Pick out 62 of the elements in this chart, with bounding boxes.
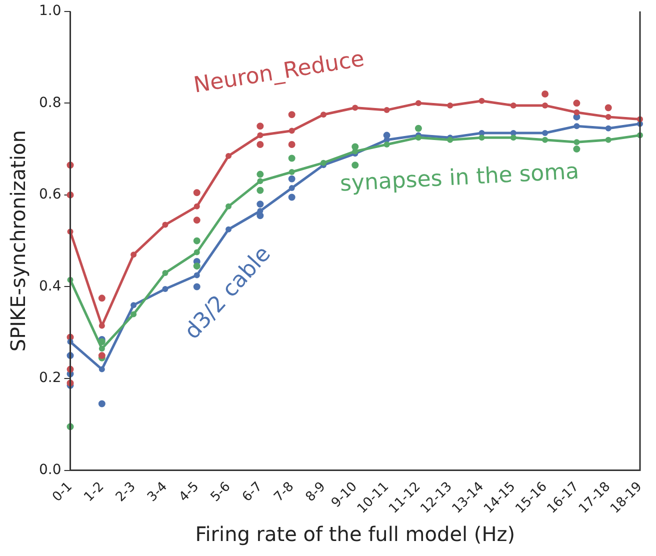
- point: [384, 107, 390, 114]
- point: [605, 125, 612, 132]
- point: [288, 169, 295, 175]
- x-tick-label: 0-1: [50, 479, 76, 506]
- point: [130, 252, 137, 258]
- point: [194, 249, 200, 256]
- series-label: synapses in the soma: [339, 159, 580, 197]
- point: [226, 226, 232, 232]
- point: [384, 141, 390, 148]
- point: [352, 104, 358, 111]
- x-tick-label: 4-5: [176, 479, 202, 506]
- point: [542, 136, 548, 143]
- point: [130, 302, 137, 308]
- point: [98, 346, 105, 352]
- point: [574, 109, 580, 116]
- point: [574, 139, 580, 146]
- x-tick-label: 3-4: [144, 479, 170, 506]
- point: [130, 311, 137, 318]
- point: [510, 134, 516, 141]
- point: [288, 154, 296, 162]
- point: [542, 130, 548, 136]
- point: [320, 160, 326, 166]
- point: [162, 286, 168, 292]
- point: [257, 132, 264, 138]
- point: [478, 98, 485, 104]
- x-tick-label: 5-6: [208, 479, 234, 506]
- point: [194, 203, 200, 210]
- point: [257, 178, 264, 184]
- point: [510, 102, 516, 108]
- point: [194, 272, 200, 278]
- y-tick-label: 0.4: [39, 278, 62, 294]
- x-tick-label: 2-3: [113, 479, 139, 506]
- point: [226, 152, 232, 159]
- x-tick-label: 7-8: [271, 479, 298, 506]
- x-axis-title: Firing rate of the full model (Hz): [195, 522, 516, 546]
- x-tick-label: 8-9: [303, 479, 329, 506]
- point: [320, 112, 326, 118]
- point: [542, 102, 548, 108]
- x-tick-label: 6-7: [240, 479, 266, 506]
- point: [352, 162, 359, 169]
- point: [226, 203, 232, 210]
- point: [574, 123, 580, 130]
- point: [478, 134, 485, 141]
- point: [256, 186, 264, 194]
- y-tick-label: 0.8: [39, 94, 62, 111]
- point: [98, 366, 105, 372]
- point: [605, 136, 612, 143]
- y-tick-label: 0.2: [39, 370, 62, 386]
- point: [415, 100, 422, 106]
- y-tick-label: 0.0: [39, 462, 62, 478]
- point: [288, 185, 295, 192]
- y-tick-label: 1.0: [39, 3, 62, 20]
- point: [415, 134, 422, 141]
- point: [162, 222, 168, 228]
- y-tick-label: 0.6: [39, 186, 62, 203]
- x-tick-label: 1-2: [82, 479, 108, 506]
- y-axis-title: SPIKE-synchronization: [6, 130, 30, 352]
- point: [605, 114, 612, 120]
- point: [288, 128, 295, 134]
- point: [162, 270, 168, 276]
- point: [193, 262, 200, 270]
- point: [447, 102, 454, 108]
